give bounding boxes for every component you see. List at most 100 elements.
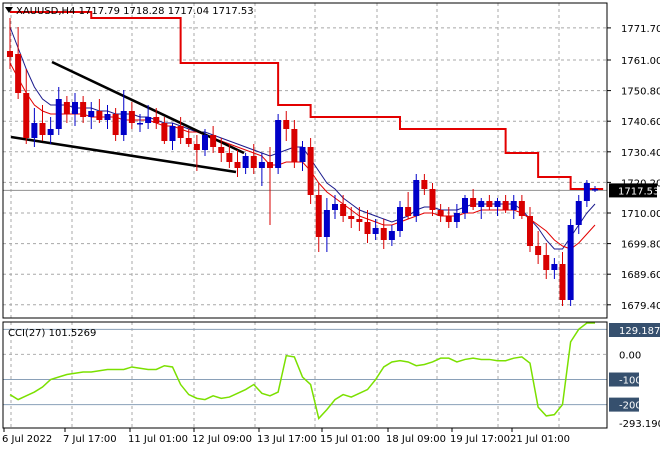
candles	[7, 18, 598, 306]
current-price-tag	[609, 183, 657, 198]
candle	[226, 144, 233, 168]
time-tick-label: 12 Jul 09:00	[192, 434, 252, 445]
candle	[364, 210, 371, 243]
candle-body	[478, 201, 485, 207]
candle	[551, 258, 558, 279]
candle-body	[153, 117, 160, 123]
candle	[453, 204, 460, 228]
candle	[275, 114, 282, 174]
candle-body	[169, 126, 176, 141]
candle-body	[332, 204, 338, 210]
chart-frame	[2, 2, 608, 429]
cci-tick-label: 129.1877	[619, 326, 660, 337]
candle-body	[413, 180, 420, 216]
candle-body	[193, 144, 200, 150]
candle	[332, 195, 338, 219]
candle-body	[291, 129, 298, 162]
candle-body	[323, 210, 330, 237]
candle	[112, 108, 119, 141]
chart-collapse-triangle-icon[interactable]	[5, 7, 13, 13]
candle-body	[15, 54, 22, 93]
candle-body	[429, 189, 436, 210]
candle	[356, 207, 363, 231]
candle-body	[258, 162, 265, 168]
candle	[405, 192, 412, 219]
candle	[88, 102, 95, 129]
candle-body	[242, 156, 249, 168]
candle-body	[567, 225, 574, 300]
candle-body	[120, 111, 127, 135]
candle-body	[421, 180, 428, 189]
candle	[242, 153, 249, 174]
time-tick-label: 7 Jul 17:00	[63, 434, 117, 445]
time-tick-label: 11 Jul 01:00	[128, 434, 188, 445]
candle	[340, 195, 347, 222]
chart-title-line: XAUUSD,H4 1717.79 1718.28 1717.04 1717.5…	[16, 6, 254, 17]
candle	[72, 93, 78, 126]
trend-lines[interactable]	[10, 60, 245, 174]
price-tick-label: 1761.00	[621, 56, 660, 67]
candle	[299, 141, 306, 171]
candle-body	[372, 228, 379, 234]
candle-body	[445, 216, 452, 222]
candle-body	[543, 255, 550, 270]
candle-body	[112, 114, 119, 135]
candle-body	[145, 117, 152, 123]
time-tick-label: 18 Jul 09:00	[386, 434, 446, 445]
candle-body	[348, 216, 355, 219]
candle-body	[592, 189, 598, 191]
candle-body	[80, 102, 87, 117]
candle-body	[462, 198, 468, 213]
cci-frame	[2, 321, 608, 429]
candle	[23, 69, 30, 144]
candle-body	[210, 135, 217, 147]
candle	[437, 204, 444, 222]
price-tick-label: 1699.80	[621, 240, 660, 251]
cci-tick-label: -100	[619, 376, 642, 387]
cci-tick-label: -293.1909	[619, 419, 660, 430]
candle	[55, 87, 62, 135]
price-tick-label: 1740.60	[621, 117, 660, 128]
price-tick-label: 1771.70	[621, 24, 660, 35]
lower-trend-line[interactable]	[10, 135, 237, 174]
candle	[510, 195, 517, 219]
candle-body	[72, 102, 78, 114]
candle	[145, 105, 152, 129]
candle	[372, 219, 379, 240]
candle-body	[388, 231, 395, 240]
candle	[445, 207, 452, 228]
candle-body	[510, 201, 517, 210]
cci-tick-label: 0.00	[619, 350, 641, 361]
candle	[323, 198, 330, 252]
candle	[218, 138, 225, 162]
candle	[575, 195, 582, 234]
candle-body	[31, 123, 38, 138]
candle-body	[494, 201, 501, 207]
candle	[193, 135, 200, 171]
candle-body	[583, 183, 590, 201]
candle-body	[470, 198, 477, 207]
candle-body	[161, 123, 168, 141]
candle	[177, 117, 184, 144]
price-tick-label: 1730.40	[621, 148, 660, 159]
cci-tick-label: -200	[619, 401, 642, 412]
candle-body	[177, 126, 184, 138]
candle	[583, 180, 590, 207]
candle	[267, 147, 273, 225]
candle	[470, 189, 477, 210]
cci-title: CCI(27) 101.5269	[8, 328, 96, 339]
candle	[502, 195, 509, 213]
candle	[388, 225, 395, 246]
cci-level-tag	[609, 372, 639, 387]
cci-series-line	[9, 322, 595, 420]
time-tick-label: 6 Jul 2022	[2, 434, 52, 445]
candle-body	[275, 120, 282, 168]
candle	[63, 96, 70, 123]
candle-body	[63, 102, 70, 114]
candle	[413, 174, 420, 222]
candle	[7, 18, 13, 69]
price-tick-label: 1689.60	[621, 270, 660, 281]
candle	[185, 129, 192, 147]
candle	[592, 186, 598, 192]
